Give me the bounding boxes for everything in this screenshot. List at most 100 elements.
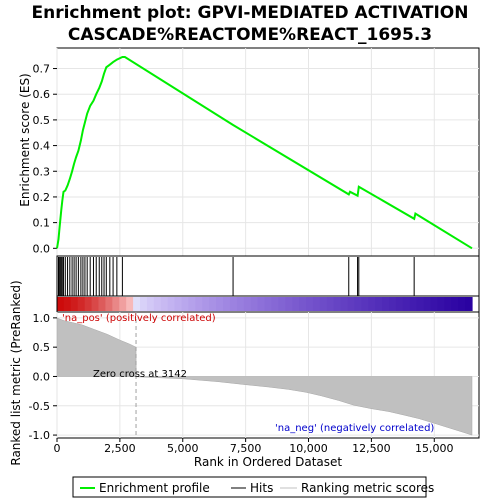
gradient-segment bbox=[423, 297, 432, 311]
es-yaxis: 0.0 0.1 0.2 0.3 0.4 0.5 0.6 0.7 bbox=[33, 63, 57, 255]
es-grid bbox=[56, 48, 479, 256]
gradient-segment bbox=[430, 297, 439, 311]
rank-gradient-bar bbox=[56, 295, 480, 313]
metric-ytick-label: 0.0 bbox=[33, 370, 51, 383]
zero-cross-label: Zero cross at 3142 bbox=[93, 369, 187, 380]
gradient-segment bbox=[292, 297, 300, 311]
gradient-segment bbox=[202, 297, 210, 311]
gradient-segment bbox=[91, 297, 100, 311]
gradient-segment bbox=[84, 297, 93, 311]
legend: Enrichment profile Hits Ranking metric s… bbox=[72, 476, 434, 498]
es-panel-frame bbox=[56, 47, 480, 257]
gradient-segment bbox=[243, 297, 252, 311]
metric-xtick-label: 0 bbox=[54, 442, 61, 455]
es-ytick-label: 0.3 bbox=[33, 165, 51, 178]
gradient-segment bbox=[174, 297, 183, 311]
gradient-segment bbox=[361, 297, 369, 311]
pos-label: 'na_pos' (positively correlated) bbox=[62, 313, 216, 324]
gradient-segment bbox=[112, 297, 120, 311]
gradient-segment bbox=[395, 297, 404, 311]
gradient-segment bbox=[160, 297, 169, 311]
gradient-segment bbox=[57, 297, 65, 311]
es-ytick-label: 0.0 bbox=[33, 242, 51, 255]
metric-xtick-label: 7,500 bbox=[230, 442, 262, 455]
metric-xlabel: Rank in Ordered Dataset bbox=[194, 455, 342, 469]
legend-metric-label: Ranking metric scores bbox=[301, 481, 434, 495]
metric-xaxis: 0 2,500 5,000 7,500 10,000 12,500 15,000 bbox=[54, 438, 454, 455]
gradient-segment bbox=[375, 297, 383, 311]
gradient-segment bbox=[153, 297, 162, 311]
gradient-segment bbox=[181, 297, 190, 311]
metric-ytick-label: 0.5 bbox=[33, 341, 51, 354]
gradient-segment bbox=[271, 297, 279, 311]
gradient-segment bbox=[223, 297, 231, 311]
metric-ytick-label: -1.0 bbox=[29, 429, 50, 442]
hits-panel-frame bbox=[56, 255, 480, 297]
gradient-segment bbox=[312, 297, 321, 311]
gradient-segment bbox=[299, 297, 307, 311]
gradient-segment bbox=[140, 297, 148, 311]
gradient-segment bbox=[146, 297, 155, 311]
gradient-segment bbox=[409, 297, 418, 311]
es-ytick-label: 0.2 bbox=[33, 191, 51, 204]
neg-label: 'na_neg' (negatively correlated) bbox=[275, 423, 434, 434]
gradient-segment bbox=[216, 297, 224, 311]
gradient-segment bbox=[285, 297, 293, 311]
gradient-segment bbox=[306, 297, 314, 311]
chart-title-line2: CASCADE%REACTOME%REACT_1695.3 bbox=[67, 25, 433, 45]
metric-area bbox=[56, 317, 473, 436]
gradient-segment bbox=[340, 297, 349, 311]
es-ytick-label: 0.7 bbox=[33, 63, 51, 76]
es-ytick-label: 0.6 bbox=[33, 88, 51, 101]
metric-ytick-label: -0.5 bbox=[29, 400, 50, 413]
es-ytick-label: 0.4 bbox=[33, 140, 51, 153]
gradient-segment bbox=[264, 297, 273, 311]
metric-xtick-label: 10,000 bbox=[289, 442, 328, 455]
metric-ytick-label: 1.0 bbox=[33, 312, 51, 325]
gradient-segment bbox=[229, 297, 238, 311]
gradient-segment bbox=[319, 297, 328, 311]
gradient-segment bbox=[347, 297, 356, 311]
gradient-segment bbox=[278, 297, 286, 311]
gradient-segment bbox=[416, 297, 425, 311]
gradient-segment bbox=[98, 297, 107, 311]
gradient-segment bbox=[333, 297, 342, 311]
legend-box bbox=[72, 476, 427, 498]
metric-ylabel: Ranked list metric (PreRanked) bbox=[9, 280, 23, 465]
gradient-segment bbox=[465, 297, 473, 311]
gradient-segment bbox=[368, 297, 376, 311]
gradient-segment bbox=[402, 297, 411, 311]
legend-es-label: Enrichment profile bbox=[99, 481, 210, 495]
gradient-segment bbox=[458, 297, 466, 311]
chart-title: Enrichment plot: GPVI-MEDIATED ACTIVATIO… bbox=[0, 2, 500, 46]
gradient-segment bbox=[444, 297, 452, 311]
gradient-segment bbox=[188, 297, 196, 311]
gradient-segment bbox=[354, 297, 362, 311]
gradient-segment bbox=[236, 297, 245, 311]
es-ylabel: Enrichment score (ES) bbox=[18, 73, 32, 206]
metric-xtick-label: 12,500 bbox=[352, 442, 391, 455]
gradient-segment bbox=[389, 297, 397, 311]
gradient-segment bbox=[209, 297, 217, 311]
gradient-segment bbox=[70, 297, 79, 311]
gradient-segment bbox=[257, 297, 266, 311]
metric-xtick-label: 5,000 bbox=[167, 442, 199, 455]
gradient-segment bbox=[105, 297, 113, 311]
gradient-segment bbox=[167, 297, 176, 311]
metric-xtick-label: 15,000 bbox=[415, 442, 454, 455]
es-ytick-label: 0.5 bbox=[33, 114, 51, 127]
gradient-segment bbox=[63, 297, 72, 311]
es-profile-line bbox=[56, 56, 473, 250]
gradient-segment bbox=[326, 297, 335, 311]
metric-xtick-label: 2,500 bbox=[104, 442, 136, 455]
gradient-segment bbox=[250, 297, 259, 311]
chart-title-line1: Enrichment plot: GPVI-MEDIATED ACTIVATIO… bbox=[31, 3, 469, 23]
gradient-segment bbox=[133, 297, 141, 311]
gradient-segment bbox=[77, 297, 86, 311]
hit-marks bbox=[58, 257, 415, 296]
gradient-segment bbox=[437, 297, 445, 311]
gradient-segment bbox=[382, 297, 390, 311]
metric-yaxis: 1.0 0.5 0.0 -0.5 -1.0 bbox=[29, 312, 57, 442]
legend-hits-label: Hits bbox=[250, 481, 273, 495]
